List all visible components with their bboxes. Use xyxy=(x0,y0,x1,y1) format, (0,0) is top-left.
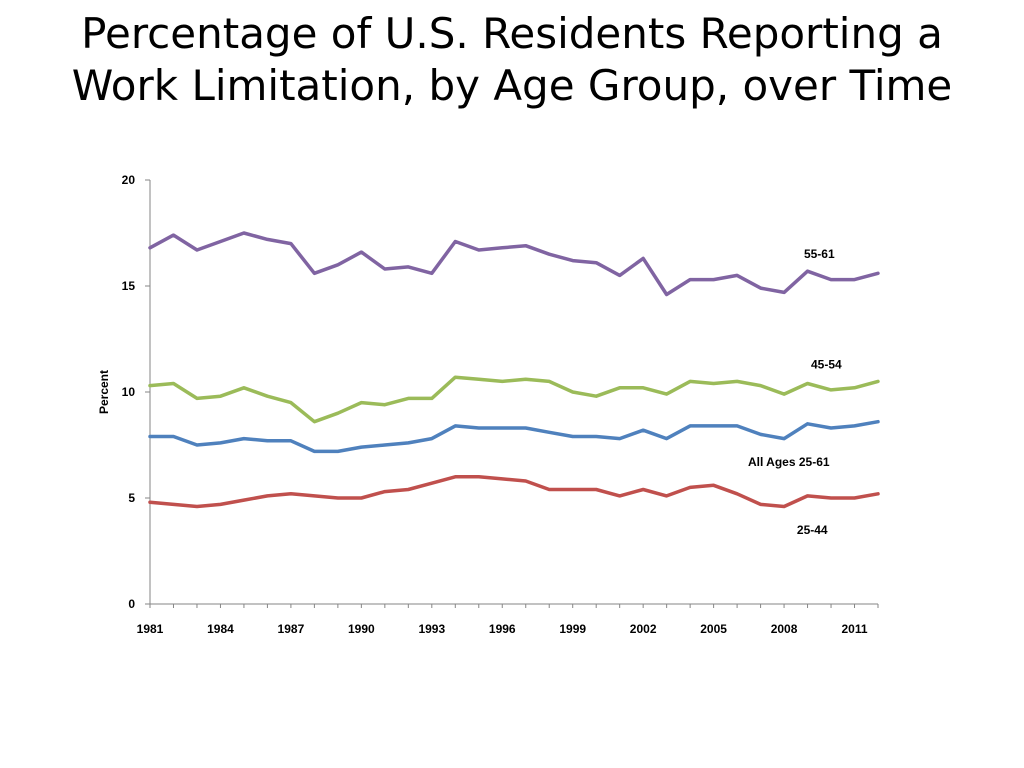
y-tick-label: 0 xyxy=(128,597,135,611)
y-axis-label: Percent xyxy=(97,370,111,414)
x-tick-label: 1999 xyxy=(559,622,586,636)
axes: 0 5 10 15 20 1981 1984 1987 1990 1993 1996 1999 2002… xyxy=(122,173,879,636)
x-tick-label: 1996 xyxy=(489,622,516,636)
x-tick-label: 1987 xyxy=(278,622,305,636)
chart-title: Percentage of U.S. Residents Reporting a… xyxy=(0,8,1024,112)
x-tick-label: 1984 xyxy=(207,622,234,636)
title-line-1: Percentage of U.S. Residents Reporting a xyxy=(81,9,943,58)
y-tick-label: 10 xyxy=(122,385,136,399)
y-tick-label: 20 xyxy=(122,173,136,187)
x-tick-label: 1990 xyxy=(348,622,375,636)
x-tick-label: 2011 xyxy=(841,622,867,636)
x-tick-label: 1993 xyxy=(418,622,445,636)
y-tick-label: 15 xyxy=(122,279,136,293)
series-lines xyxy=(148,231,880,509)
series-label-45-54: 45-54 xyxy=(811,357,842,371)
series-line-all-ages-25-61 xyxy=(148,419,880,454)
x-tick-label: 2005 xyxy=(700,622,727,636)
x-tick-label: 2008 xyxy=(771,622,798,636)
x-tick-label: 1981 xyxy=(137,622,164,636)
x-tick-label: 2002 xyxy=(630,622,657,636)
series-line-55-61 xyxy=(148,231,880,297)
title-line-2: Work Limitation, by Age Group, over Time xyxy=(71,61,953,110)
y-tick-label: 5 xyxy=(128,491,135,505)
series-line-45-54 xyxy=(148,375,880,424)
series-label-25-44: 25-44 xyxy=(797,523,828,537)
series-line-25-44 xyxy=(148,475,880,509)
series-label-all-ages-25-61: All Ages 25-61 xyxy=(748,455,830,469)
series-label-55-61: 55-61 xyxy=(804,247,835,261)
series-labels: 55-61 45-54 All Ages 25-61 25-44 xyxy=(748,247,842,537)
